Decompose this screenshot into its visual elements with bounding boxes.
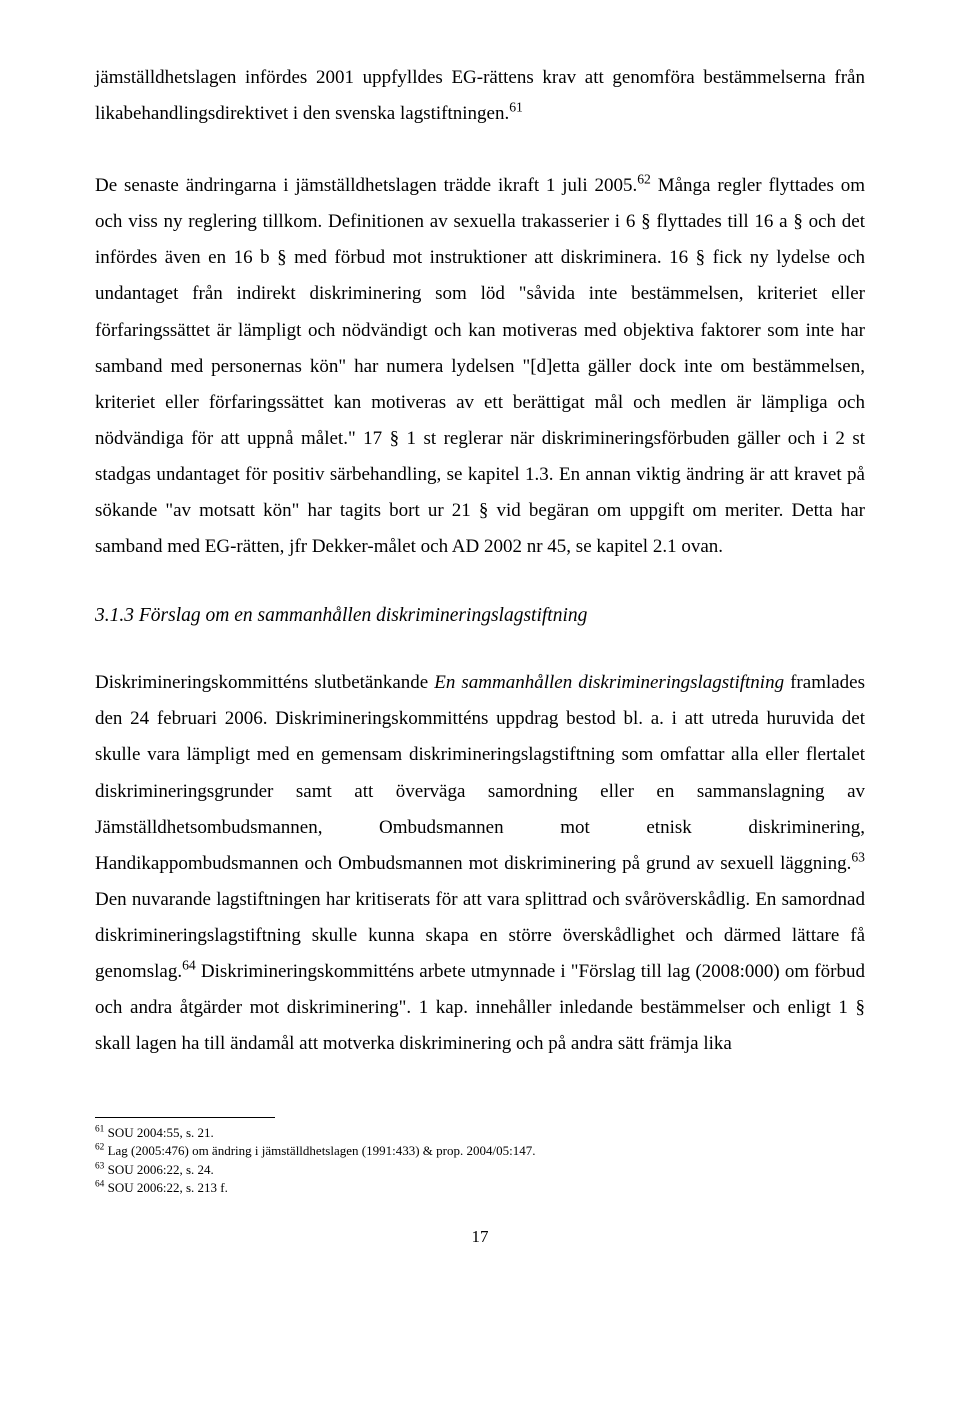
footnote-ref-62: 62 xyxy=(637,172,651,187)
footnote-62: 62 Lag (2005:476) om ändring i jämställd… xyxy=(95,1142,865,1160)
footnote-62-text: Lag (2005:476) om ändring i jämställdhet… xyxy=(104,1143,535,1158)
footnote-61: 61 SOU 2004:55, s. 21. xyxy=(95,1124,865,1142)
footnotes-block xyxy=(95,1117,275,1124)
footnote-61-text: SOU 2004:55, s. 21. xyxy=(104,1125,213,1140)
paragraph-3b-text: framlades den 24 februari 2006. Diskrimi… xyxy=(95,672,865,873)
footnote-ref-63: 63 xyxy=(851,849,865,864)
paragraph-3-italic: En sammanhållen diskrimineringslagstiftn… xyxy=(434,672,784,693)
paragraph-1: jämställdhetslagen infördes 2001 uppfyll… xyxy=(95,60,865,132)
paragraph-3a-text: Diskrimineringskommitténs slutbetänkande xyxy=(95,672,434,693)
footnote-64-text: SOU 2006:22, s. 213 f. xyxy=(104,1180,228,1195)
paragraph-2: De senaste ändringarna i jämställdhetsla… xyxy=(95,168,865,565)
footnote-63: 63 SOU 2006:22, s. 24. xyxy=(95,1161,865,1179)
footnote-num-62: 62 xyxy=(95,1143,104,1153)
section-heading: 3.1.3 Förslag om en sammanhållen diskrim… xyxy=(95,605,865,627)
footnote-64: 64 SOU 2006:22, s. 213 f. xyxy=(95,1179,865,1197)
footnote-num-61: 61 xyxy=(95,1125,104,1135)
footnote-ref-61: 61 xyxy=(509,100,523,115)
paragraph-3: Diskrimineringskommitténs slutbetänkande… xyxy=(95,665,865,1062)
page-number: 17 xyxy=(95,1227,865,1247)
paragraph-2b-text: Många regler flyttades om och viss ny re… xyxy=(95,175,865,557)
footnote-63-text: SOU 2006:22, s. 24. xyxy=(104,1162,213,1177)
footnote-num-63: 63 xyxy=(95,1161,104,1171)
paragraph-1-text: jämställdhetslagen infördes 2001 uppfyll… xyxy=(95,67,865,124)
document-page: jämställdhetslagen infördes 2001 uppfyll… xyxy=(0,0,960,1287)
paragraph-3d-text: Diskrimineringskommitténs arbete utmynna… xyxy=(95,961,865,1054)
footnote-num-64: 64 xyxy=(95,1179,104,1189)
footnote-ref-64: 64 xyxy=(182,958,196,973)
paragraph-2a-text: De senaste ändringarna i jämställdhetsla… xyxy=(95,175,637,196)
